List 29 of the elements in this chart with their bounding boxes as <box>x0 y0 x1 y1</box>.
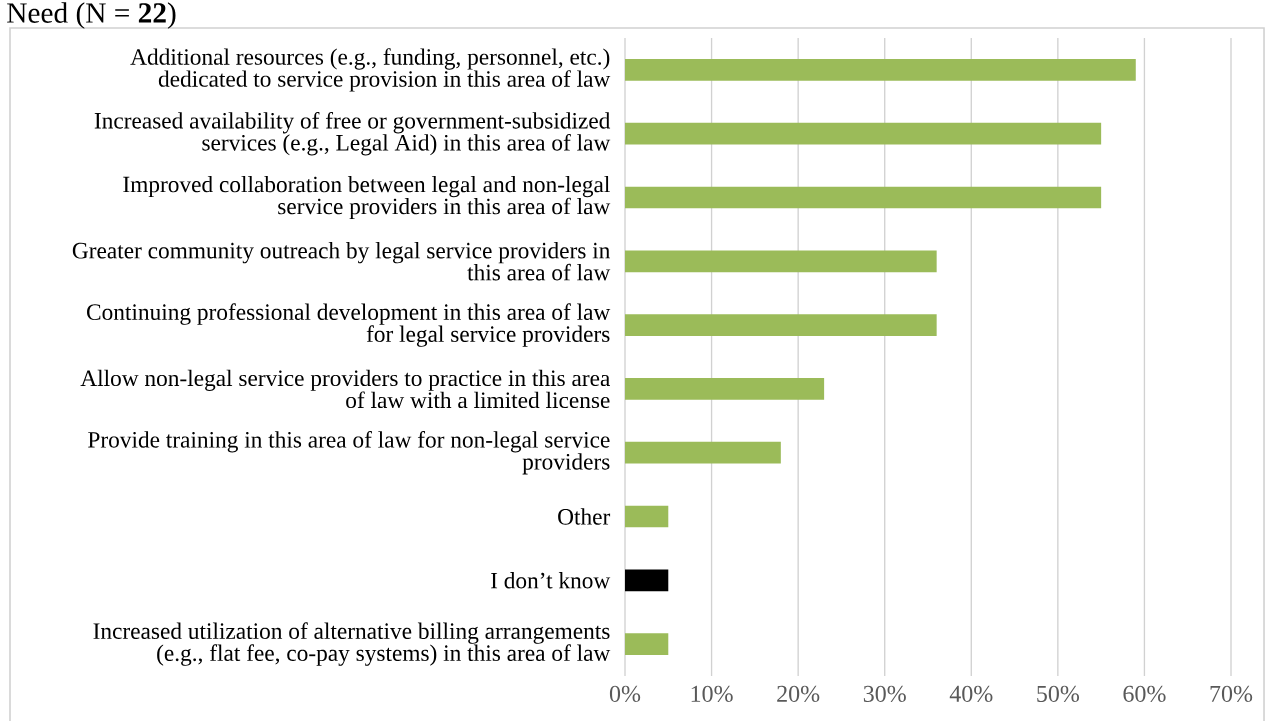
y-tick-label: Allow non-legal service providers to practice in this area of law with a limited license <box>80 369 611 409</box>
x-tick-label: 40% <box>949 685 993 702</box>
y-tick-label: Additional resources (e.g., funding, personnel, etc.) dedicated to service provision in this area of law <box>130 48 611 92</box>
bar <box>625 314 937 336</box>
bar <box>625 59 1136 81</box>
bar <box>625 441 781 464</box>
x-tick-label: 30% <box>863 685 906 702</box>
x-tick-label: 0% <box>609 685 641 702</box>
bar <box>625 633 669 655</box>
bar <box>625 122 1102 145</box>
x-tick-label: 10% <box>691 685 733 702</box>
y-tick-label: Increased availability of free or government-subsidized services (e.g., Legal Aid) in this area of law <box>94 111 611 156</box>
bar <box>625 186 1102 209</box>
y-tick-label: Other <box>558 508 611 525</box>
bar <box>625 250 937 273</box>
x-tick-label: 70% <box>1210 685 1253 702</box>
y-tick-label: Greater community outreach by legal service providers in this area of law <box>72 242 611 281</box>
y-tick-label: Provide training in this area of law for non-legal service providers <box>88 431 610 475</box>
y-tick-label: Improved collaboration between legal and non-legal service providers in this area of law <box>123 175 611 220</box>
x-tick-label: 50% <box>1037 685 1080 702</box>
y-tick-label: Increased utilization of alternative billing arrangements (e.g., flat fee, co-pay systems) in this area of law <box>93 622 611 666</box>
y-tick-label: Continuing professional development in this area of law for legal service providers <box>87 303 611 347</box>
bar <box>625 569 669 592</box>
text: Need (N = 22) <box>7 2 176 29</box>
bar <box>625 505 669 528</box>
x-tick-label: 20% <box>777 685 820 702</box>
bar <box>625 378 825 400</box>
y-tick-label: I don’t know <box>491 572 611 589</box>
x-tick-label: 60% <box>1123 685 1166 702</box>
